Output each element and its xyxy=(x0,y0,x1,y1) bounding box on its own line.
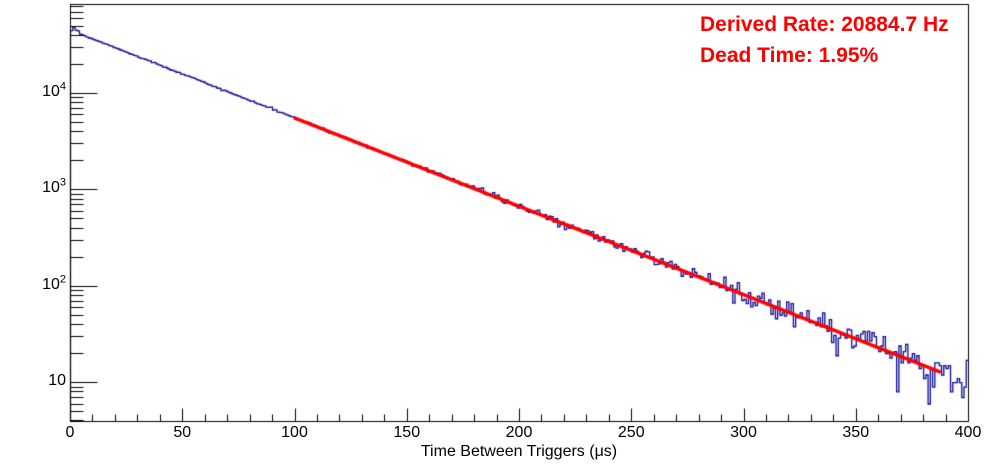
x-tick-label: 150 xyxy=(393,424,421,441)
x-axis-title: Time Between Triggers (μs) xyxy=(420,443,618,460)
x-tick-label: 0 xyxy=(65,424,75,441)
y-tick-label: 102 xyxy=(42,273,66,293)
x-tick-label: 250 xyxy=(617,424,645,441)
dead-time-text: Dead Time: 1.95% xyxy=(700,44,879,67)
y-tick-label: 10 xyxy=(48,372,66,390)
x-tick-label: 350 xyxy=(842,424,870,441)
x-tick-label: 300 xyxy=(730,424,757,441)
x-tick-label: 50 xyxy=(173,424,192,441)
x-tick-label: 400 xyxy=(954,424,982,441)
x-tick-label: 100 xyxy=(281,424,308,441)
y-tick-label: 103 xyxy=(42,177,66,197)
x-tick-label: 200 xyxy=(505,424,533,441)
y-tick-label: 104 xyxy=(42,80,66,101)
derived-rate-text: Derived Rate: 20884.7 Hz xyxy=(700,13,949,36)
stats-annotation: Derived Rate: 20884.7 Hz Dead Time: 1.95… xyxy=(700,9,949,71)
